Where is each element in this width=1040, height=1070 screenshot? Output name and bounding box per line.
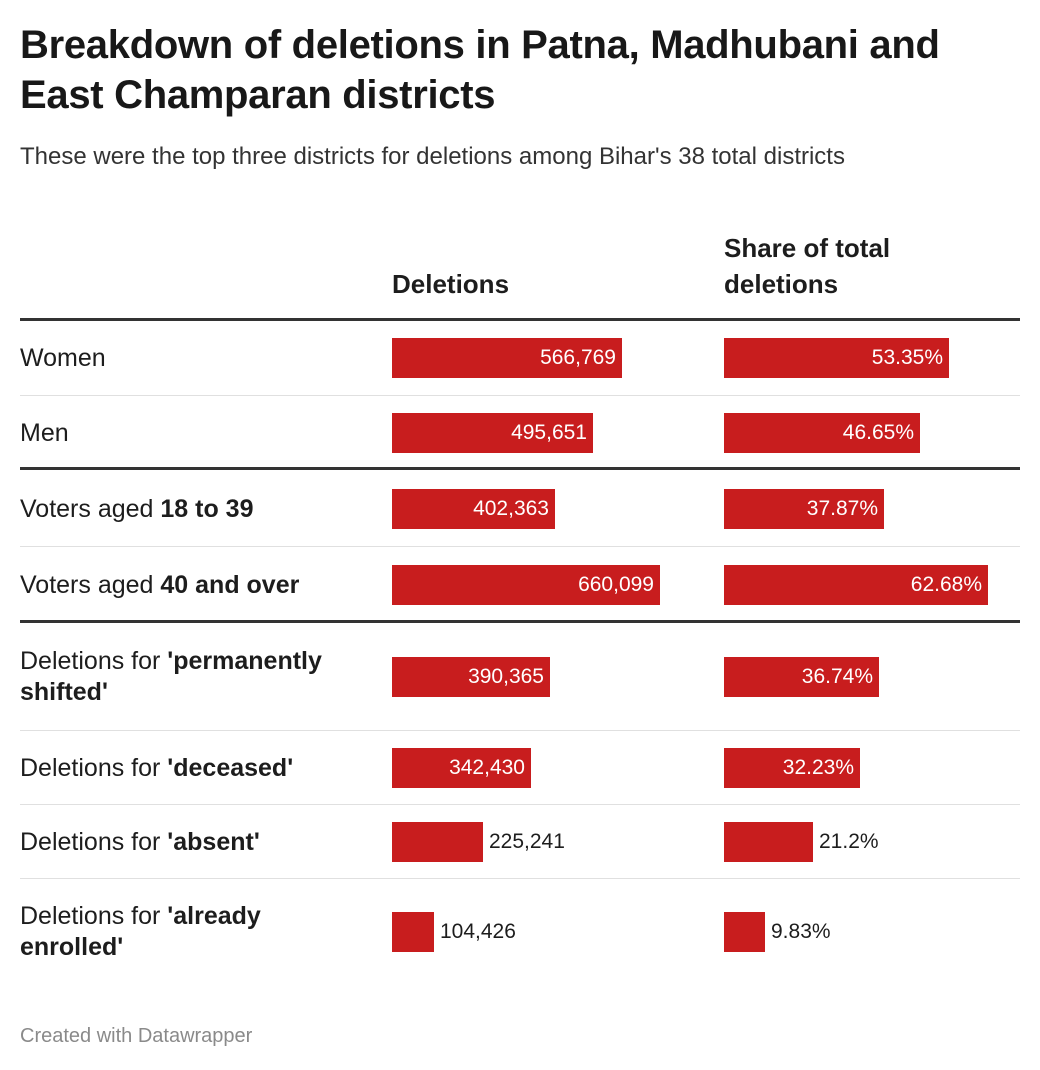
share-value-label: 53.35%: [871, 346, 943, 369]
row-label-text: Deletions for: [20, 647, 168, 675]
table-row: Voters aged 18 to 39 402,363 37.87%: [0, 472, 1040, 546]
deletions-value-label: 342,430: [449, 756, 525, 779]
table-row: Deletions for 'deceased' 342,430 32.23%: [0, 732, 1040, 804]
row-label-text: Men: [20, 419, 69, 447]
share-bar: [724, 822, 813, 862]
share-value-label: 36.74%: [801, 665, 873, 688]
row-label-emphasis: 'deceased': [167, 754, 294, 782]
group-divider-1: [20, 467, 1020, 470]
row-label-emphasis: 18 to 39: [160, 495, 254, 523]
deletions-bar: [392, 338, 622, 378]
chart-title: Breakdown of deletions in Patna, Madhuba…: [20, 23, 940, 117]
table-row: Women 566,769 53.35%: [0, 321, 1040, 395]
table-row: Men 495,651 46.65%: [0, 396, 1040, 470]
share-value-label: 21.2%: [819, 830, 879, 853]
column-header-deletions: Deletions: [392, 269, 510, 299]
deletions-bar: [392, 748, 531, 788]
table-row: Voters aged 40 and over 660,099 62.68%: [0, 548, 1040, 622]
deletions-value-label: 566,769: [540, 346, 616, 369]
group-divider-2: [20, 620, 1020, 623]
row-label-text: Deletions for: [20, 754, 168, 782]
deletions-bar: [392, 822, 483, 862]
share-bar: [724, 489, 884, 529]
credit-footer: Created with Datawrapper: [20, 1025, 253, 1047]
row-label: Women: [20, 343, 370, 374]
deletions-bar: [392, 565, 660, 605]
row-label: Men: [20, 418, 370, 449]
share-bar: [724, 413, 920, 453]
row-label: Deletions for 'already enrolled': [20, 901, 370, 963]
row-separator: [20, 546, 1020, 547]
deletions-value-label: 660,099: [578, 573, 654, 596]
share-value-label: 32.23%: [782, 756, 854, 779]
row-label: Deletions for 'deceased': [20, 753, 370, 784]
column-header-share: Share of total deletions: [724, 233, 891, 299]
share-value-label: 46.65%: [842, 421, 914, 444]
group-divider-0: [20, 318, 1020, 321]
row-label: Deletions for 'absent': [20, 827, 370, 858]
row-label-text: Deletions for: [20, 902, 168, 930]
row-label-emphasis: 'already enrolled': [20, 902, 261, 961]
row-separator: [20, 730, 1020, 731]
share-value-label: 37.87%: [806, 497, 878, 520]
deletions-bar: [392, 657, 550, 697]
row-label-emphasis: 40 and over: [160, 571, 300, 599]
chart-subtitle: These were the top three districts for d…: [20, 143, 845, 170]
share-bar: [724, 657, 879, 697]
share-bar: [724, 565, 988, 605]
share-value-label: 62.68%: [910, 573, 982, 596]
table-row: Deletions for 'already enrolled' 104,426 9…: [0, 880, 1040, 984]
deletions-value-label: 390,365: [468, 665, 544, 688]
row-label-text: Women: [20, 344, 106, 372]
row-label-text: Voters aged: [20, 495, 161, 523]
row-label: Voters aged 18 to 39: [20, 494, 370, 525]
row-label: Deletions for 'permanently shifted': [20, 646, 370, 708]
deletions-value-label: 104,426: [440, 920, 516, 943]
table-row: Deletions for 'absent' 225,241 21.2%: [0, 806, 1040, 878]
deletions-bar: [392, 489, 555, 529]
row-separator: [20, 395, 1020, 396]
deletions-value-label: 225,241: [489, 830, 565, 853]
deletions-bar: [392, 912, 434, 952]
row-label: Voters aged 40 and over: [20, 570, 370, 601]
row-separator: [20, 804, 1020, 805]
row-label-emphasis: 'permanently shifted': [20, 647, 322, 706]
row-separator: [20, 878, 1020, 879]
row-label-emphasis: 'absent': [167, 828, 260, 856]
table-row: Deletions for 'permanently shifted' 390,3…: [0, 624, 1040, 730]
share-bar: [724, 912, 765, 952]
row-label-text: Voters aged: [20, 571, 161, 599]
deletions-value-label: 495,651: [511, 421, 587, 444]
deletions-bar: [392, 413, 593, 453]
share-bar: [724, 748, 860, 788]
deletions-value-label: 402,363: [473, 497, 549, 520]
share-bar: [724, 338, 949, 378]
share-value-label: 9.83%: [771, 920, 831, 943]
row-label-text: Deletions for: [20, 828, 168, 856]
